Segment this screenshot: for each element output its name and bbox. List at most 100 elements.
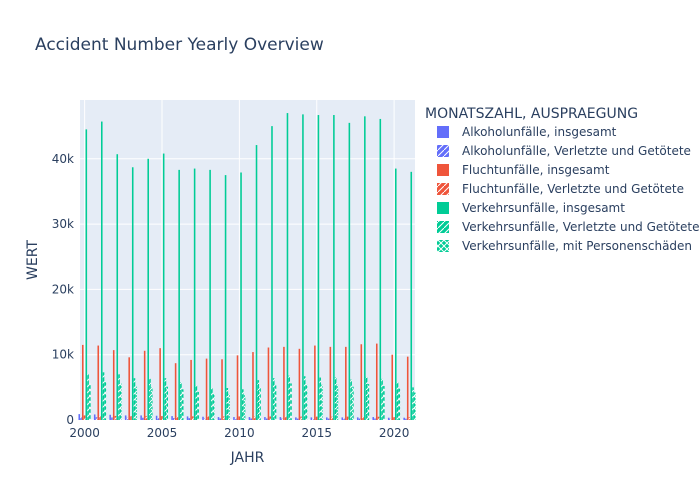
bar[interactable] — [269, 416, 272, 420]
bar[interactable] — [331, 416, 333, 420]
bar[interactable] — [398, 388, 401, 420]
bar[interactable] — [155, 415, 158, 420]
legend-swatch[interactable] — [437, 240, 449, 252]
bar[interactable] — [240, 172, 242, 420]
bar[interactable] — [252, 352, 254, 420]
bar[interactable] — [145, 415, 148, 420]
bar[interactable] — [408, 417, 411, 420]
bar[interactable] — [157, 417, 160, 420]
bar[interactable] — [100, 121, 103, 420]
bar[interactable] — [350, 379, 352, 420]
bar[interactable] — [406, 356, 409, 420]
bar[interactable] — [271, 126, 273, 421]
bar[interactable] — [159, 348, 161, 420]
bar[interactable] — [248, 417, 251, 420]
bar[interactable] — [329, 346, 332, 420]
bar[interactable] — [300, 416, 302, 420]
bar[interactable] — [334, 377, 337, 420]
bar[interactable] — [314, 345, 316, 420]
bar[interactable] — [253, 416, 256, 420]
bar[interactable] — [321, 384, 323, 420]
bar[interactable] — [374, 418, 376, 420]
bar[interactable] — [186, 416, 189, 420]
bar[interactable] — [131, 167, 134, 420]
legend-item-label[interactable]: Fluchtunfälle, Verletzte und Getötete — [462, 182, 684, 196]
bar[interactable] — [405, 418, 407, 420]
bar[interactable] — [128, 357, 130, 420]
bar[interactable] — [124, 415, 127, 420]
legend-item-label[interactable]: Verkehrsunfälle, Verletzte und Getötete — [462, 220, 700, 234]
bar[interactable] — [327, 418, 330, 420]
bar[interactable] — [142, 417, 144, 420]
legend-swatch[interactable] — [437, 145, 449, 157]
bar[interactable] — [303, 376, 306, 420]
bar[interactable] — [238, 416, 241, 420]
bar[interactable] — [396, 382, 399, 420]
bar[interactable] — [174, 363, 177, 420]
bar[interactable] — [242, 389, 244, 420]
bar[interactable] — [217, 417, 220, 420]
bar[interactable] — [102, 372, 105, 420]
bar[interactable] — [283, 346, 285, 420]
bar[interactable] — [326, 417, 328, 420]
bar[interactable] — [162, 153, 165, 420]
bar[interactable] — [302, 114, 304, 421]
bar[interactable] — [236, 355, 239, 420]
bar[interactable] — [372, 417, 375, 420]
bar[interactable] — [362, 416, 364, 420]
bar[interactable] — [173, 418, 175, 420]
bar[interactable] — [207, 416, 210, 420]
bar[interactable] — [290, 383, 292, 420]
bar[interactable] — [120, 383, 122, 420]
bar[interactable] — [114, 415, 117, 420]
bar[interactable] — [296, 418, 299, 420]
legend-item-label[interactable]: Alkoholunfälle, Verletzte und Getötete — [462, 144, 691, 158]
bar[interactable] — [192, 416, 194, 420]
bar[interactable] — [284, 416, 287, 420]
legend-swatch[interactable] — [437, 202, 449, 214]
bar[interactable] — [219, 418, 222, 420]
bar[interactable] — [226, 388, 229, 420]
bar[interactable] — [89, 383, 91, 420]
bar[interactable] — [80, 417, 82, 420]
bar[interactable] — [204, 418, 206, 420]
bar[interactable] — [264, 417, 266, 420]
bar[interactable] — [310, 417, 313, 420]
bar[interactable] — [364, 116, 366, 420]
bar[interactable] — [394, 168, 397, 420]
bar[interactable] — [360, 344, 363, 420]
bar[interactable] — [233, 417, 235, 420]
bar[interactable] — [212, 393, 215, 420]
bar[interactable] — [317, 115, 320, 420]
bar[interactable] — [391, 354, 394, 420]
bar[interactable] — [223, 416, 225, 420]
bar[interactable] — [112, 350, 115, 420]
bar[interactable] — [356, 417, 359, 420]
bar[interactable] — [367, 384, 370, 420]
bar[interactable] — [190, 359, 192, 420]
bar[interactable] — [181, 389, 184, 420]
bar[interactable] — [147, 158, 149, 420]
bar[interactable] — [78, 414, 81, 420]
bar[interactable] — [375, 343, 378, 420]
bar[interactable] — [193, 168, 196, 420]
bar[interactable] — [171, 416, 173, 420]
bar[interactable] — [336, 384, 339, 420]
bar[interactable] — [377, 416, 380, 420]
bar[interactable] — [286, 113, 289, 421]
legend-swatch[interactable] — [437, 126, 449, 138]
bar[interactable] — [389, 418, 392, 420]
legend-item-label[interactable]: Alkoholunfälle, insgesamt — [462, 125, 617, 139]
bar[interactable] — [118, 374, 120, 420]
bar[interactable] — [312, 418, 314, 420]
bar[interactable] — [387, 417, 390, 420]
bar[interactable] — [143, 350, 146, 420]
legend-swatch[interactable] — [437, 221, 449, 233]
bar[interactable] — [228, 393, 230, 420]
bar[interactable] — [257, 380, 260, 420]
bar[interactable] — [188, 418, 191, 420]
bar[interactable] — [104, 381, 107, 420]
bar[interactable] — [279, 417, 282, 420]
bar[interactable] — [341, 417, 344, 420]
bar[interactable] — [95, 417, 98, 420]
